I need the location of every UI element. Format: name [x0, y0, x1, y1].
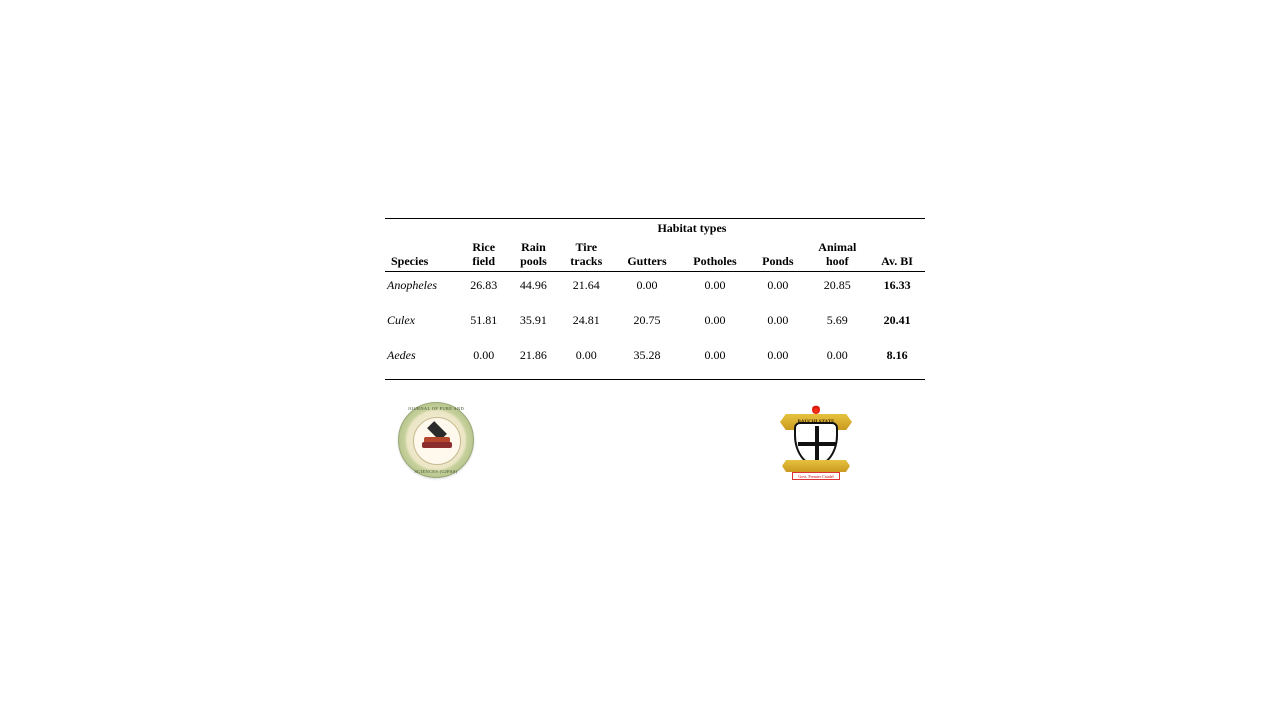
shield-icon [794, 422, 838, 466]
cell: 0.00 [750, 342, 805, 380]
th-avbi: Av. BI [869, 238, 925, 272]
table-row: Aedes 0.00 21.86 0.00 35.28 0.00 0.00 0.… [385, 342, 925, 380]
th-rice: Ricefield [459, 238, 509, 272]
seal-ring-icon: JOURNAL OF PURE AND SCIENCES (GJPAS) [398, 402, 474, 478]
cell: 26.83 [459, 272, 509, 308]
cell-avbi: 16.33 [869, 272, 925, 308]
cell-species: Anopheles [385, 272, 459, 308]
cell: 0.00 [680, 307, 751, 342]
crest-tagline: Govt. Premier Citadel [792, 472, 840, 480]
th-blank [385, 219, 459, 238]
cell-species: Culex [385, 307, 459, 342]
seal-inner-icon [413, 417, 461, 465]
cell-avbi: 20.41 [869, 307, 925, 342]
cell: 20.75 [614, 307, 679, 342]
journal-seal-logo: JOURNAL OF PURE AND SCIENCES (GJPAS) [398, 402, 474, 478]
th-hoof: Animalhoof [805, 238, 869, 272]
cell: 24.81 [558, 307, 614, 342]
cell: 0.00 [750, 272, 805, 308]
th-ponds: Ponds [750, 238, 805, 272]
cell: 0.00 [680, 342, 751, 380]
th-tire: Tiretracks [558, 238, 614, 272]
th-rain: Rainpools [509, 238, 559, 272]
university-crest-logo: BAUCHI STATE Govt. Premier Citadel [778, 402, 854, 478]
seal-text-top: JOURNAL OF PURE AND [399, 406, 473, 411]
cell: 35.91 [509, 307, 559, 342]
cell: 20.85 [805, 272, 869, 308]
cell-species: Aedes [385, 342, 459, 380]
cell: 0.00 [750, 307, 805, 342]
cell: 51.81 [459, 307, 509, 342]
group-header: Habitat types [459, 219, 925, 238]
seal-text-bottom: SCIENCES (GJPAS) [399, 469, 473, 474]
th-gutters: Gutters [614, 238, 679, 272]
table-row: Culex 51.81 35.91 24.81 20.75 0.00 0.00 … [385, 307, 925, 342]
logos-row: JOURNAL OF PURE AND SCIENCES (GJPAS) BAU… [398, 402, 868, 482]
table-row: Anopheles 26.83 44.96 21.64 0.00 0.00 0.… [385, 272, 925, 308]
cell: 0.00 [614, 272, 679, 308]
th-potholes: Potholes [680, 238, 751, 272]
cell: 21.64 [558, 272, 614, 308]
cell-avbi: 8.16 [869, 342, 925, 380]
cell: 21.86 [509, 342, 559, 380]
cell: 5.69 [805, 307, 869, 342]
crest-icon: BAUCHI STATE Govt. Premier Citadel [778, 402, 854, 478]
cell: 44.96 [509, 272, 559, 308]
cell: 0.00 [558, 342, 614, 380]
habitat-table: Habitat types Species Ricefield Rainpool… [385, 218, 925, 380]
ribbon-bottom-icon [782, 460, 850, 472]
th-species: Species [385, 238, 459, 272]
cell: 0.00 [805, 342, 869, 380]
cell: 0.00 [680, 272, 751, 308]
data-table: Habitat types Species Ricefield Rainpool… [385, 218, 925, 380]
cell: 0.00 [459, 342, 509, 380]
book-stack-icon [422, 432, 452, 450]
cell: 35.28 [614, 342, 679, 380]
